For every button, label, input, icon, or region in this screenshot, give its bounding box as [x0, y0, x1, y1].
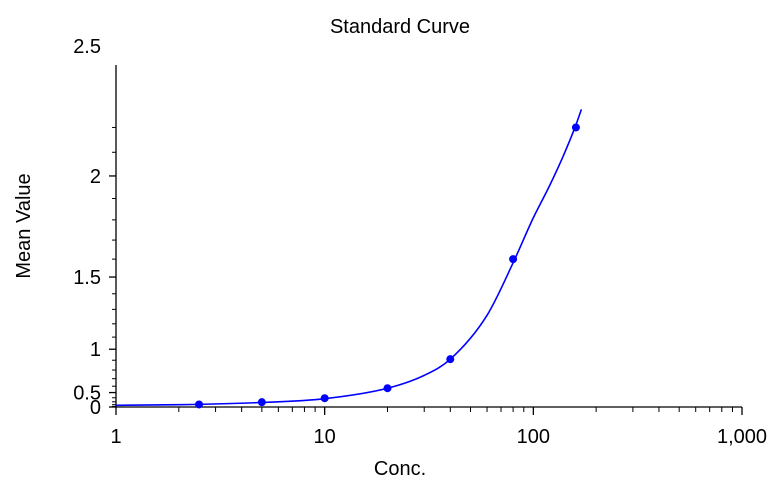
data-point: [383, 384, 392, 393]
x-tick-label: 1: [110, 426, 121, 448]
y-axis-ticks: 00.5 1 1.5 2 2.5: [73, 36, 116, 419]
x-tick-label: 1,000: [717, 426, 767, 448]
data-point: [446, 355, 455, 364]
data-point: [320, 394, 329, 403]
x-tick-label: 100: [517, 426, 550, 448]
x-tick-label: 10: [314, 426, 336, 448]
y-tick-label: 2: [90, 166, 101, 188]
data-point: [571, 123, 580, 132]
data-point: [195, 400, 204, 409]
chart-title: Standard Curve: [330, 16, 470, 38]
y-tick-label: 0.5: [73, 383, 101, 405]
data-points-layer: [195, 123, 580, 409]
data-point: [509, 255, 518, 264]
y-tick-label: 1.5: [73, 267, 101, 289]
y-tick-label: 1: [90, 339, 101, 361]
y-tick-label: 0: [90, 397, 101, 419]
x-axis-label: Conc.: [374, 458, 426, 478]
y-tick-label: 2.5: [73, 36, 101, 58]
x-axis-ticks: 1 10 100 1,000: [110, 407, 767, 448]
y-axis-label: Mean Value: [13, 173, 35, 278]
data-point: [257, 398, 266, 407]
